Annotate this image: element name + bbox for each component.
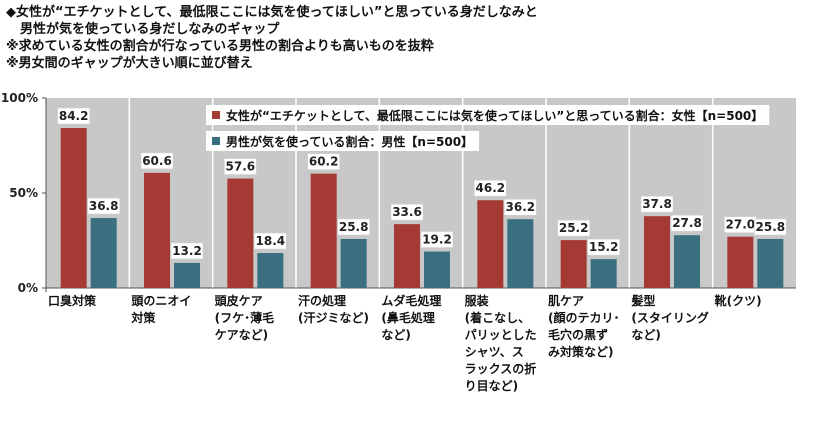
data-label-female: 37.8 (642, 197, 672, 211)
data-label-box (170, 242, 204, 260)
data-label-female: 60.6 (142, 154, 172, 168)
data-label-female: 46.2 (476, 181, 506, 195)
data-label-box (754, 218, 787, 236)
data-label-female: 60.2 (309, 155, 339, 169)
data-label-female: 33.6 (392, 205, 422, 219)
bar-male (90, 218, 117, 288)
data-label-female: 27.0 (726, 218, 756, 232)
category-label: 靴(クツ) (715, 293, 762, 308)
bar-male (257, 253, 284, 288)
header-line-1: ◆女性が“エチケットとして、最低限ここには気を使ってほしい”と思っている身だしな… (6, 5, 538, 20)
data-label-box (474, 179, 507, 197)
bar-female (394, 224, 420, 288)
data-label-male: 36.2 (506, 200, 536, 214)
bar-female (727, 236, 754, 288)
data-label-female: 84.2 (59, 109, 89, 123)
data-label-male: 13.2 (172, 244, 202, 258)
data-label-male: 36.8 (89, 199, 119, 213)
data-label-box (640, 195, 674, 213)
bar-male (507, 219, 534, 288)
bar-male (757, 238, 784, 288)
bar-female (310, 173, 337, 288)
legend-item-bg (206, 131, 480, 151)
header-line-4: ※男女間のギャップが大きい順に並び替え (6, 56, 253, 71)
y-tick-label: 100% (1, 91, 38, 105)
data-label-female: 57.6 (226, 160, 256, 174)
data-label-box (57, 107, 90, 125)
legend-swatch (212, 137, 220, 145)
data-label-female: 25.2 (559, 221, 589, 235)
data-label-male: 18.4 (256, 234, 286, 248)
bar-male (340, 238, 367, 288)
data-label-male: 15.2 (589, 240, 619, 254)
legend-swatch (212, 111, 220, 119)
data-label-box (254, 232, 287, 250)
bar-female (560, 240, 587, 288)
data-label-box (140, 152, 174, 170)
legend-label: 女性が“エチケットとして、最低限ここには気を使ってほしい”と思っている割合：女性… (226, 108, 763, 123)
data-label-male: 19.2 (422, 233, 452, 247)
category-label: 髪型(スタイリングなど) (630, 293, 709, 342)
bar-female (644, 216, 670, 288)
legend-label: 男性が気を使っている割合：男性【n=500】 (226, 134, 473, 149)
data-label-box (307, 153, 340, 170)
data-label-box (390, 203, 424, 221)
data-label-box (224, 158, 257, 175)
header-line-2: 男性が気を使っている身だしなみのギャップ (20, 22, 280, 37)
category-label: 口臭対策 (48, 293, 97, 308)
category-label: ムダ毛処理(鼻毛処理など) (381, 293, 441, 342)
data-label-box (420, 231, 454, 248)
chart-header: ◆女性が“エチケットとして、最低限ここには気を使ってほしい”と思っている身だしな… (6, 4, 538, 72)
bar-female (144, 172, 170, 288)
legend-item-bg (206, 105, 770, 125)
data-label-male: 25.8 (339, 220, 369, 234)
category-label: 汗の処理(汗ジミなど) (298, 293, 369, 325)
data-label-box (87, 197, 120, 215)
data-label-box (587, 238, 620, 256)
data-label-box (504, 198, 537, 216)
bar-female (477, 200, 504, 288)
bar-male (424, 251, 450, 288)
data-label-box (337, 218, 370, 236)
category-label: 頭のニオイ対策 (130, 294, 191, 325)
bar-male (674, 235, 700, 288)
category-label: 肌ケア(顔のテカリ･毛穴の黒ずみ対策など) (547, 293, 620, 359)
data-label-box (670, 214, 704, 232)
bar-male (174, 262, 200, 288)
bar-male (590, 259, 617, 288)
header-line-3: ※求めている女性の割合が行なっている男性の割合よりも高いものを抜粋 (6, 39, 434, 54)
data-label-male: 27.8 (672, 216, 702, 230)
category-label: 頭皮ケア(フケ･薄毛ケアなど) (215, 293, 275, 342)
category-label: 服装(着こなし、パリッとしたシャツ、スラックスの折り目など) (465, 293, 537, 393)
bar-female (60, 128, 87, 288)
data-label-box (557, 219, 590, 237)
y-tick-label: 50% (9, 186, 38, 200)
bar-female (227, 178, 254, 288)
data-label-male: 25.8 (756, 220, 786, 234)
y-tick-label: 0% (18, 281, 38, 295)
